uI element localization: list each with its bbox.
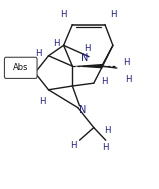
Text: H: H (35, 49, 41, 58)
Text: H: H (21, 68, 27, 77)
Text: H: H (53, 39, 60, 48)
Text: H: H (123, 58, 130, 67)
Text: H: H (103, 143, 109, 152)
Text: H: H (39, 97, 45, 106)
Text: H: H (111, 10, 117, 19)
Text: H: H (125, 75, 131, 84)
Polygon shape (72, 64, 103, 68)
FancyBboxPatch shape (4, 57, 37, 78)
Text: Abs: Abs (13, 63, 28, 72)
Text: H: H (101, 77, 107, 86)
Text: H: H (60, 10, 67, 19)
Text: H: H (84, 44, 91, 53)
Text: H: H (70, 141, 76, 150)
Text: H: H (104, 126, 111, 135)
Text: N: N (81, 53, 88, 63)
Text: N: N (79, 105, 86, 115)
